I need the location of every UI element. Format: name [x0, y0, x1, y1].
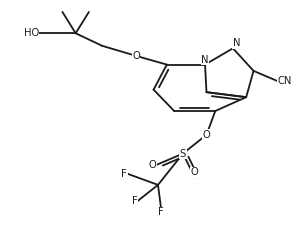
Text: F: F: [132, 196, 137, 206]
Text: CN: CN: [277, 76, 292, 86]
Text: F: F: [158, 207, 164, 217]
Text: N: N: [201, 55, 209, 65]
Text: O: O: [132, 51, 140, 61]
Text: F: F: [121, 169, 127, 179]
Text: S: S: [180, 149, 186, 159]
Text: O: O: [203, 130, 210, 140]
Text: HO: HO: [24, 28, 39, 38]
Text: O: O: [149, 160, 157, 170]
Text: O: O: [191, 167, 199, 177]
Text: N: N: [233, 38, 240, 48]
